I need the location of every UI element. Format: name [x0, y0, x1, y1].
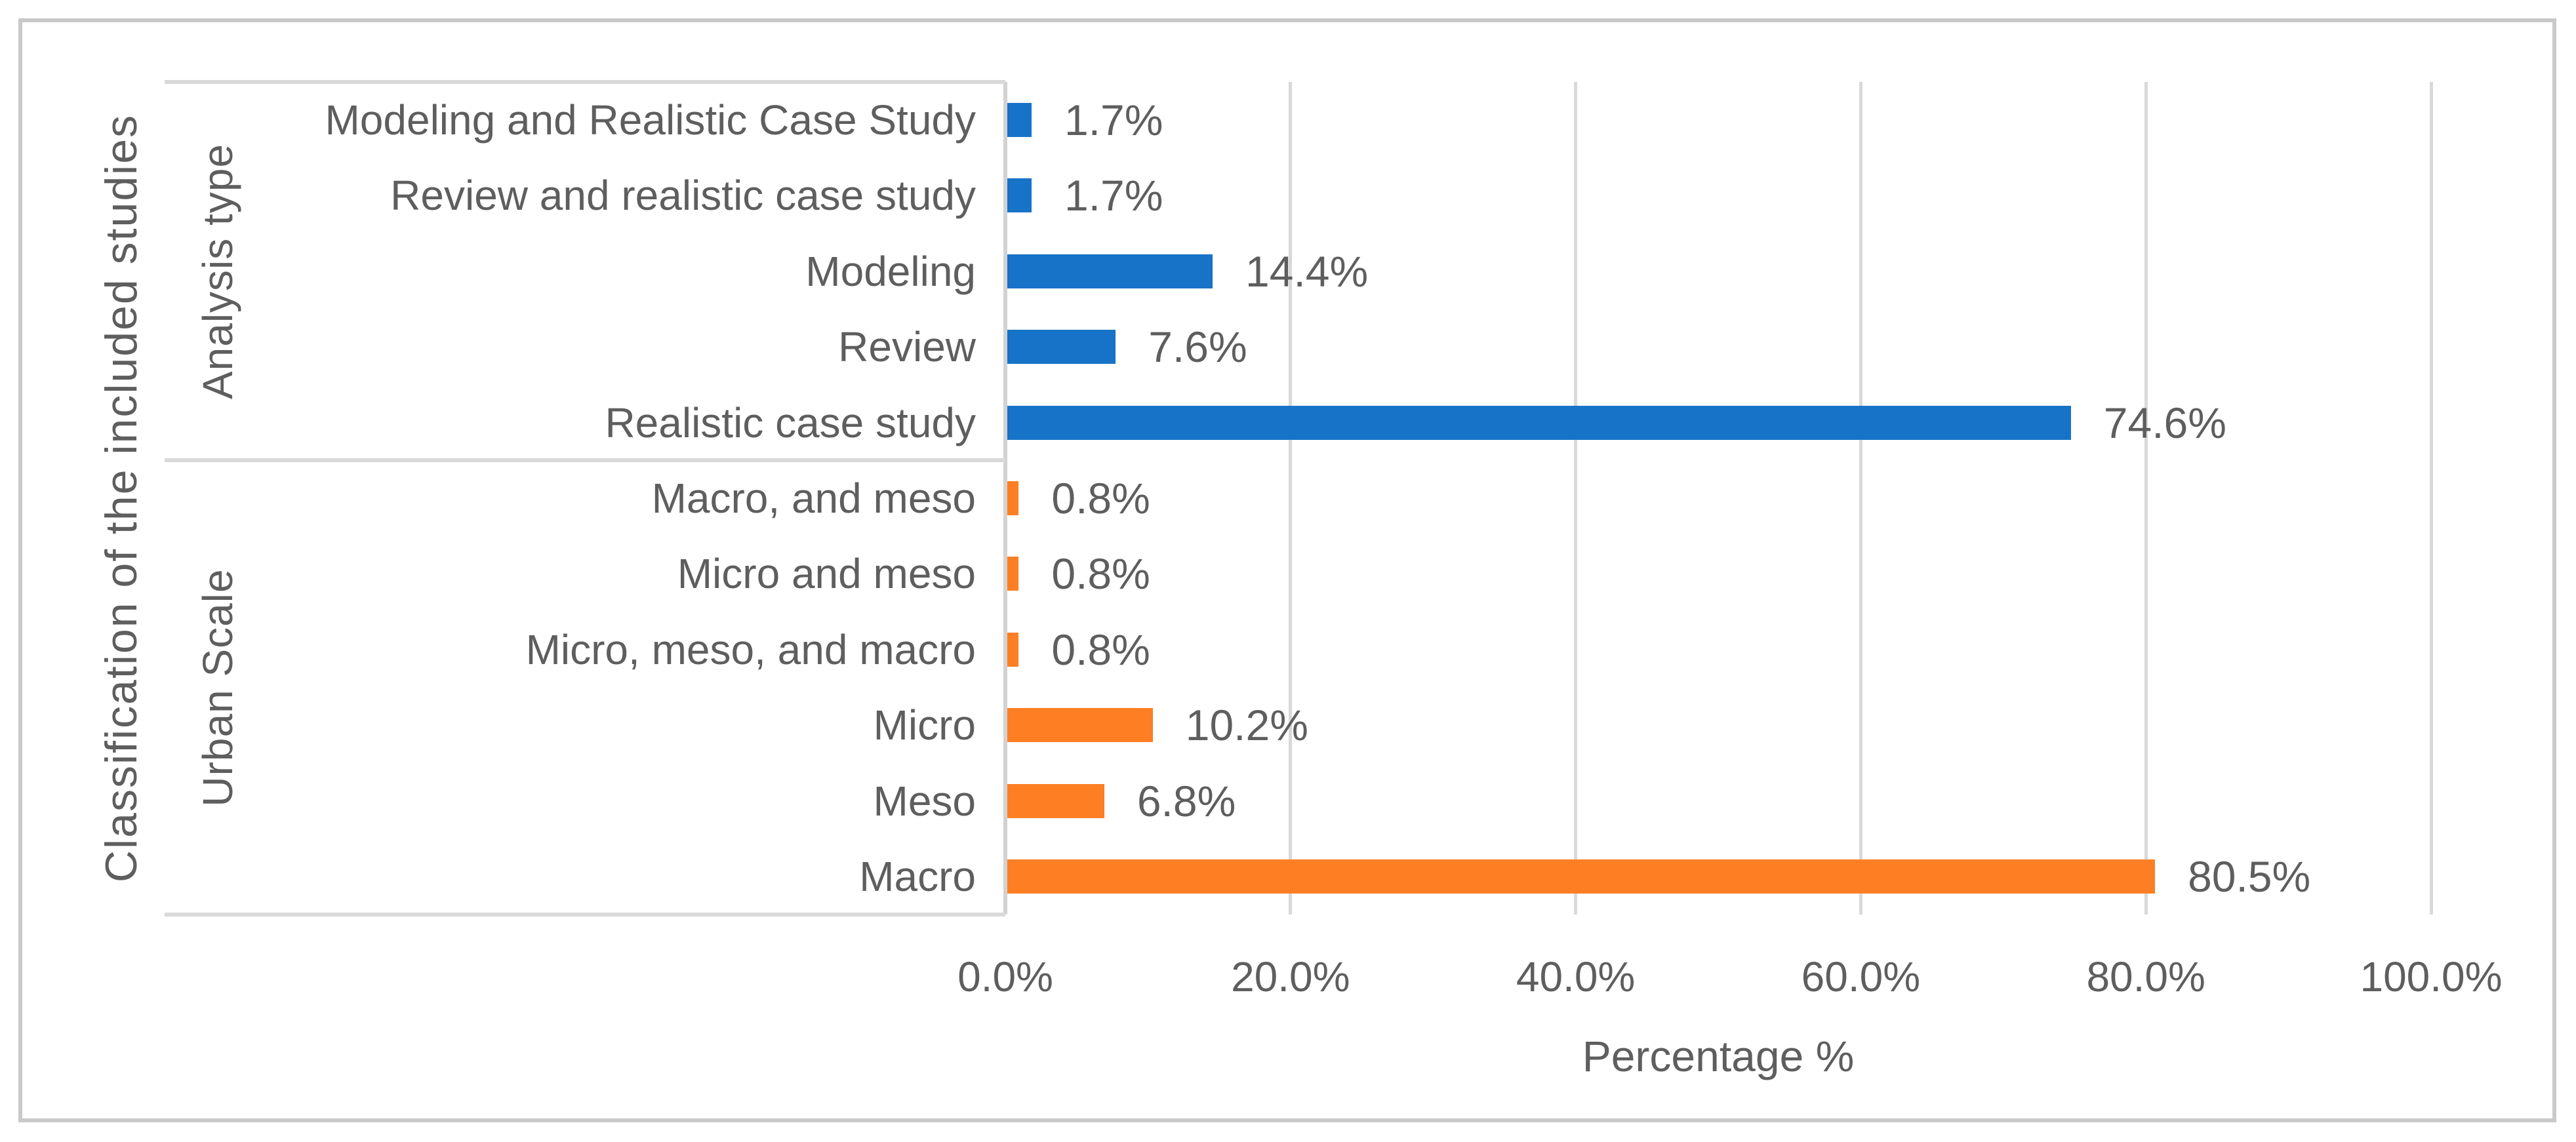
label-area-bottom-line	[165, 913, 1005, 916]
bar	[1007, 405, 2071, 440]
data-label: 1.7%	[1064, 171, 1163, 220]
data-label: 6.8%	[1137, 776, 1236, 825]
group-label-analysis-type: Analysis type	[194, 143, 241, 399]
bar	[1007, 102, 1032, 137]
category-label: Review	[838, 323, 976, 371]
data-label: 1.7%	[1064, 95, 1163, 144]
bar	[1007, 557, 1019, 591]
x-tick-label: 100.0%	[2360, 953, 2503, 1000]
data-label: 10.2%	[1185, 701, 1308, 750]
bar	[1007, 254, 1213, 288]
category-label: Micro, meso, and macro	[525, 625, 976, 673]
category-label: Modeling and Realistic Case Study	[325, 96, 976, 144]
data-label: 7.6%	[1148, 323, 1247, 372]
data-label: 14.4%	[1245, 246, 1369, 296]
gridline	[1574, 82, 1578, 915]
category-axis-line	[1003, 82, 1007, 915]
bar	[1007, 708, 1153, 743]
gridline	[1289, 82, 1293, 915]
category-label: Review and realistic case study	[390, 172, 976, 220]
data-label: 74.6%	[2103, 398, 2226, 447]
data-label: 0.8%	[1051, 549, 1150, 599]
category-label: Realistic case study	[605, 399, 976, 446]
category-label: Meso	[873, 777, 976, 825]
x-tick-label: 0.0%	[957, 953, 1053, 1000]
gridline	[2144, 82, 2148, 915]
bar	[1007, 783, 1104, 818]
data-label: 80.5%	[2188, 852, 2311, 901]
bar	[1007, 178, 1032, 213]
category-label: Micro and meso	[677, 550, 976, 598]
gridline	[2429, 82, 2433, 915]
x-tick-label: 80.0%	[2086, 953, 2205, 1000]
bar	[1007, 632, 1019, 667]
x-tick-label: 20.0%	[1231, 953, 1350, 1000]
x-axis-title: Percentage %	[1582, 1032, 1855, 1080]
category-label: Macro	[859, 853, 976, 901]
y-axis-title: Classification of the included studies	[96, 113, 146, 883]
x-tick-label: 60.0%	[1801, 953, 1921, 1000]
category-label: Macro, and meso	[651, 475, 976, 522]
group-divider-line	[165, 458, 1005, 463]
category-label: Modeling	[805, 247, 976, 295]
bar	[1007, 330, 1116, 364]
data-label: 0.8%	[1051, 625, 1150, 674]
bar	[1007, 859, 2156, 894]
group-label-urban-scale: Urban Scale	[194, 568, 241, 807]
bar	[1007, 481, 1019, 515]
label-area-top-line	[165, 80, 1005, 84]
gridline	[1859, 82, 1862, 915]
category-label: Micro	[873, 701, 976, 749]
data-label: 0.8%	[1051, 474, 1150, 522]
figure-border	[18, 18, 2556, 1122]
x-tick-label: 40.0%	[1516, 953, 1636, 1000]
